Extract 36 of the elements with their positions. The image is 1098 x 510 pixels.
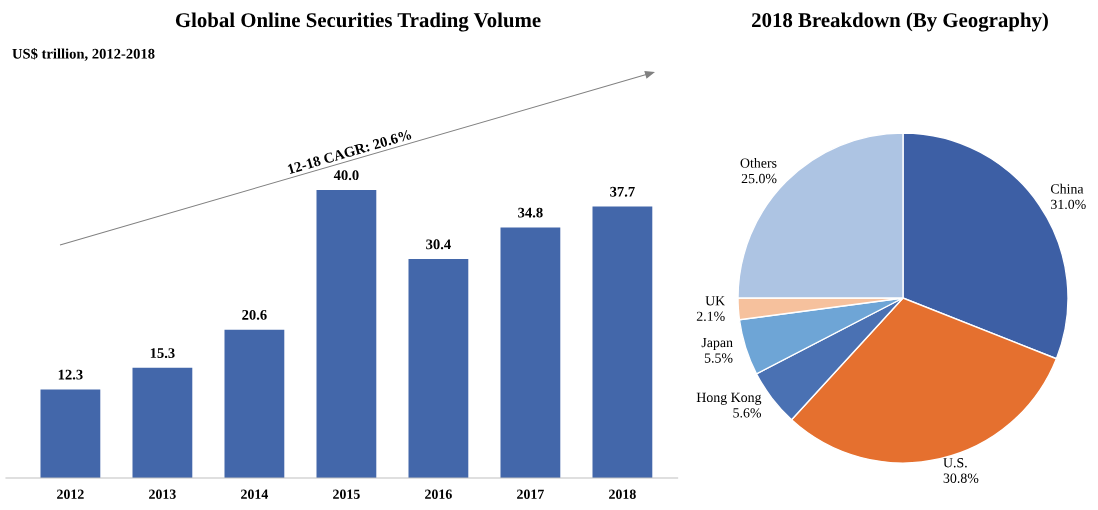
chart-title: 2018 Breakdown (By Geography)	[752, 12, 1048, 32]
x-tick-label: 2018	[609, 489, 636, 499]
x-tick-label: 2015	[333, 489, 360, 499]
bar	[224, 329, 285, 478]
data-label: 30.8%	[943, 473, 979, 483]
data-label: 15.3	[150, 348, 175, 358]
x-tick-label: 2014	[241, 489, 269, 499]
x-tick-label: 2013	[149, 489, 176, 499]
slice-label: Others	[740, 157, 777, 168]
bar	[592, 206, 653, 478]
data-label: 2.1%	[696, 311, 725, 322]
chart-title: Global Online Securities Trading Volume	[175, 12, 541, 32]
bar	[408, 259, 469, 478]
slice-label: Hong Kong	[696, 392, 762, 405]
slice-label: U.S.	[943, 458, 967, 468]
x-tick-label: 2016	[425, 489, 452, 499]
bar	[132, 367, 193, 478]
data-label: 5.5%	[704, 353, 733, 363]
data-label: 5.6%	[733, 408, 762, 418]
slice-label: China	[1050, 183, 1084, 194]
data-label: 37.7	[610, 186, 635, 197]
chart-subtitle: US$ trillion, 2012-2018	[12, 47, 155, 61]
bar	[316, 190, 377, 478]
x-tick-label: 2017	[517, 489, 544, 499]
data-label: 40.0	[333, 170, 359, 181]
x-tick-label: 2012	[57, 489, 84, 499]
data-label: 20.6	[242, 309, 267, 320]
data-label: 30.4	[426, 239, 451, 250]
data-label: 12.3	[58, 369, 83, 380]
bar	[40, 389, 101, 478]
data-label: 25.0%	[741, 173, 777, 184]
slice-label: Japan	[701, 337, 733, 351]
slice-label: UK	[705, 296, 726, 306]
bar	[500, 227, 561, 478]
data-label: 34.8	[518, 207, 543, 218]
data-label: 31.0%	[1051, 199, 1086, 210]
